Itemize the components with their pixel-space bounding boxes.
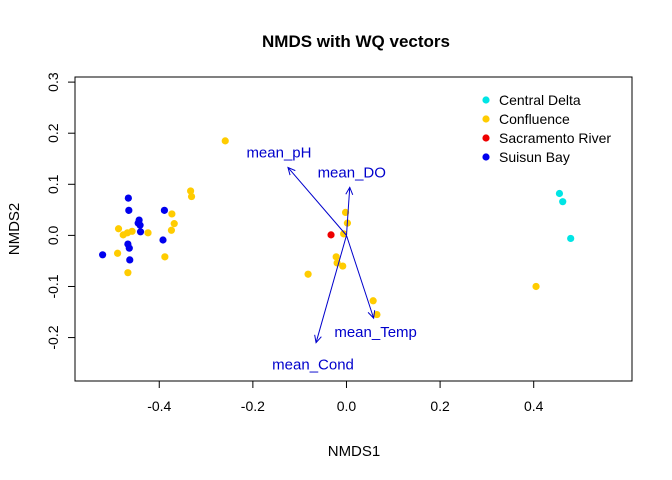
vector-label: mean_DO [318, 164, 386, 181]
x-tick-label: -0.2 [241, 398, 265, 414]
x-tick-label: 0.4 [524, 398, 544, 414]
data-point [161, 253, 169, 261]
data-point [168, 210, 176, 218]
data-point [339, 262, 347, 270]
legend-marker [482, 96, 490, 104]
y-tick-label: 0.0 [45, 225, 61, 245]
vector-arrow-mean_Temp [346, 235, 375, 319]
y-axis: -0.2 -0.1 0.0 0.1 0.2 0.3 [45, 72, 76, 350]
data-point [559, 198, 567, 206]
data-point [125, 244, 133, 252]
legend-label: Central Delta [499, 92, 581, 108]
legend: Central Delta Confluence Sacramento River S… [482, 92, 611, 165]
y-tick-label: 0.2 [45, 123, 61, 143]
y-tick-label: 0.1 [45, 174, 61, 194]
data-point [332, 253, 340, 261]
data-point [567, 234, 575, 243]
data-point [124, 194, 132, 202]
data-point [187, 187, 195, 195]
x-tick-label: 0.2 [430, 398, 450, 414]
data-point [340, 230, 348, 238]
data-point [113, 249, 122, 257]
data-point [555, 189, 564, 198]
legend-marker [482, 134, 490, 142]
data-point [160, 206, 169, 214]
vector-label: mean_Cond [272, 357, 354, 374]
vector-arrowhead-mean_pH [287, 166, 296, 176]
legend-marker [482, 153, 490, 161]
data-point [119, 231, 127, 239]
x-tick-label: -0.4 [147, 398, 171, 414]
x-axis-label: NMDS1 [328, 443, 381, 460]
vector-arrow-mean_Cond [315, 235, 347, 343]
vector-label: mean_pH [246, 144, 311, 161]
data-point [167, 226, 176, 234]
data-point [134, 219, 142, 227]
y-tick-label: -0.2 [45, 325, 61, 349]
vector-arrowhead-mean_Temp [367, 310, 376, 320]
data-point [373, 310, 381, 319]
data-point [124, 269, 132, 277]
data-point [159, 236, 167, 244]
data-point [327, 231, 335, 239]
legend-label: Sacramento River [499, 130, 611, 146]
data-point [187, 192, 196, 201]
data-point [369, 297, 377, 305]
data-point [128, 227, 136, 235]
x-axis: -0.4 -0.2 0.0 0.2 0.4 [147, 380, 544, 414]
y-tick-label: -0.1 [45, 274, 61, 298]
y-axis-label: NMDS2 [6, 203, 23, 256]
data-point [99, 251, 107, 259]
data-point [221, 137, 229, 145]
legend-marker [482, 115, 490, 123]
vector-arrowhead-mean_Cond [314, 334, 322, 344]
data-point [532, 282, 540, 291]
chart-title: NMDS with WQ vectors [262, 32, 450, 51]
vector-label: mean_Temp [334, 324, 417, 341]
wq-vectors: mean_pH mean_DO mean_Temp mean_Cond [246, 144, 416, 373]
vector-arrow-mean_pH [287, 167, 347, 236]
vector-arrowhead-mean_DO [345, 186, 354, 195]
data-point [341, 208, 350, 216]
data-point [126, 256, 134, 264]
legend-label: Confluence [499, 111, 570, 127]
data-point [136, 228, 145, 236]
data-point [144, 229, 152, 237]
x-tick-label: 0.0 [337, 398, 357, 414]
data-point [125, 206, 133, 214]
vector-arrow-mean_DO [345, 187, 351, 236]
y-tick-label: 0.3 [45, 72, 61, 92]
data-point [304, 270, 312, 278]
data-point [170, 220, 178, 228]
legend-label: Suisun Bay [499, 149, 570, 165]
data-point [114, 225, 123, 233]
